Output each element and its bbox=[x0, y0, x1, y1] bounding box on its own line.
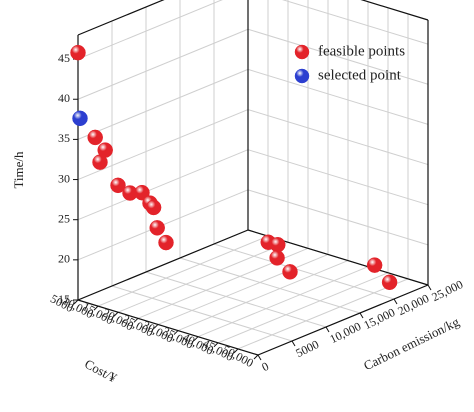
y-tick-label: 20,000 bbox=[395, 291, 431, 318]
grid-line bbox=[177, 260, 349, 332]
tick-mark bbox=[427, 284, 432, 291]
tick-mark bbox=[133, 317, 139, 323]
grid-line bbox=[237, 278, 409, 350]
tick-mark bbox=[153, 324, 159, 329]
grid-line bbox=[247, 189, 429, 246]
z-tick-label: 15 bbox=[58, 292, 70, 306]
tick-mark bbox=[193, 336, 199, 342]
grid-line bbox=[77, 109, 249, 181]
y-tick-label: 15,000 bbox=[361, 305, 397, 332]
point bbox=[110, 177, 126, 194]
tick-mark bbox=[253, 354, 259, 360]
z-tick-label: 40 bbox=[58, 91, 70, 105]
grid-line bbox=[213, 243, 395, 300]
point bbox=[87, 129, 103, 146]
z-tick-label: 30 bbox=[58, 171, 70, 185]
legend-label: feasible points bbox=[318, 43, 405, 59]
z-tick-label: 20 bbox=[58, 252, 70, 266]
legend-marker bbox=[294, 68, 310, 84]
grid-line bbox=[117, 241, 289, 313]
x-axis-title: Cost/¥ bbox=[82, 356, 119, 385]
y-tick-label: 25,000 bbox=[429, 277, 465, 304]
grid-line bbox=[145, 271, 327, 328]
box-edge bbox=[360, 0, 429, 21]
z-tick-label: 25 bbox=[58, 211, 70, 225]
grid-line bbox=[77, 0, 223, 60]
grid-line bbox=[97, 235, 269, 307]
tick-mark bbox=[393, 298, 398, 305]
tick-mark bbox=[359, 312, 364, 319]
point bbox=[92, 154, 108, 170]
point bbox=[282, 264, 298, 280]
point bbox=[70, 44, 86, 61]
z-axis-title: Time/h bbox=[11, 151, 26, 189]
point bbox=[158, 234, 174, 251]
grid-line bbox=[247, 68, 429, 125]
point bbox=[366, 257, 383, 273]
legend-marker bbox=[294, 44, 310, 60]
tick-mark bbox=[233, 348, 239, 354]
grid-line bbox=[179, 257, 361, 314]
tick-mark bbox=[73, 299, 79, 305]
point bbox=[381, 274, 398, 291]
box-edge bbox=[77, 229, 249, 301]
tick-mark bbox=[325, 326, 330, 333]
y-tick-label: 5000 bbox=[293, 337, 321, 360]
grid-line bbox=[77, 68, 249, 140]
y-tick-label: 10,000 bbox=[327, 319, 363, 346]
point bbox=[149, 220, 165, 236]
point bbox=[270, 237, 286, 253]
point bbox=[269, 250, 285, 266]
grid-line bbox=[197, 266, 369, 338]
point bbox=[145, 199, 162, 216]
x-tick-label: 50,000 bbox=[220, 342, 256, 370]
grid-line bbox=[247, 28, 429, 85]
tick-mark bbox=[113, 311, 119, 317]
grid-line bbox=[217, 272, 389, 344]
tick-mark bbox=[257, 354, 262, 361]
z-tick-label: 45 bbox=[58, 51, 70, 65]
tick-mark bbox=[173, 330, 179, 335]
tick-mark bbox=[213, 342, 219, 348]
box-edge bbox=[257, 284, 429, 356]
box-edge bbox=[77, 299, 259, 356]
box-edge bbox=[77, 0, 165, 36]
y-tick-label: 0 bbox=[259, 359, 271, 374]
grid-line bbox=[247, 149, 429, 206]
grid-line bbox=[77, 28, 249, 100]
tick-mark bbox=[93, 305, 99, 311]
grid-line bbox=[77, 149, 249, 221]
z-tick-label: 35 bbox=[58, 131, 70, 145]
point bbox=[72, 110, 88, 127]
legend-label: selected point bbox=[318, 67, 402, 83]
grid-line bbox=[281, 0, 429, 45]
point bbox=[134, 184, 150, 201]
grid-line bbox=[111, 285, 293, 342]
tick-mark bbox=[291, 340, 296, 347]
grid-line bbox=[157, 253, 329, 325]
grid-line bbox=[247, 109, 429, 166]
